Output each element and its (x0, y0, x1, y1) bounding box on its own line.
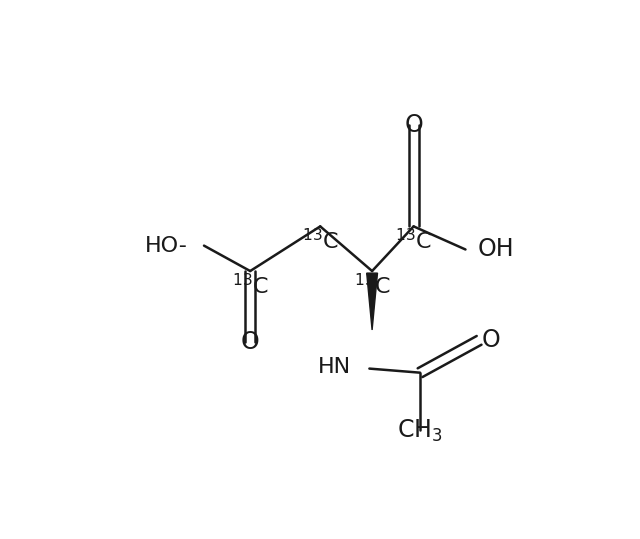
Text: $^{13}$C: $^{13}$C (395, 229, 432, 254)
Text: O: O (241, 330, 260, 354)
Text: O: O (404, 113, 423, 137)
Text: OH: OH (478, 238, 515, 261)
Text: O: O (481, 328, 500, 353)
Text: CH$_3$: CH$_3$ (397, 417, 443, 444)
Text: $^{13}$C: $^{13}$C (232, 273, 269, 298)
Text: $^{13}$C: $^{13}$C (354, 273, 390, 298)
Text: HN: HN (317, 356, 351, 377)
Text: HO-: HO- (145, 236, 188, 255)
Text: $^{13}$C: $^{13}$C (301, 229, 339, 254)
Polygon shape (367, 273, 378, 330)
